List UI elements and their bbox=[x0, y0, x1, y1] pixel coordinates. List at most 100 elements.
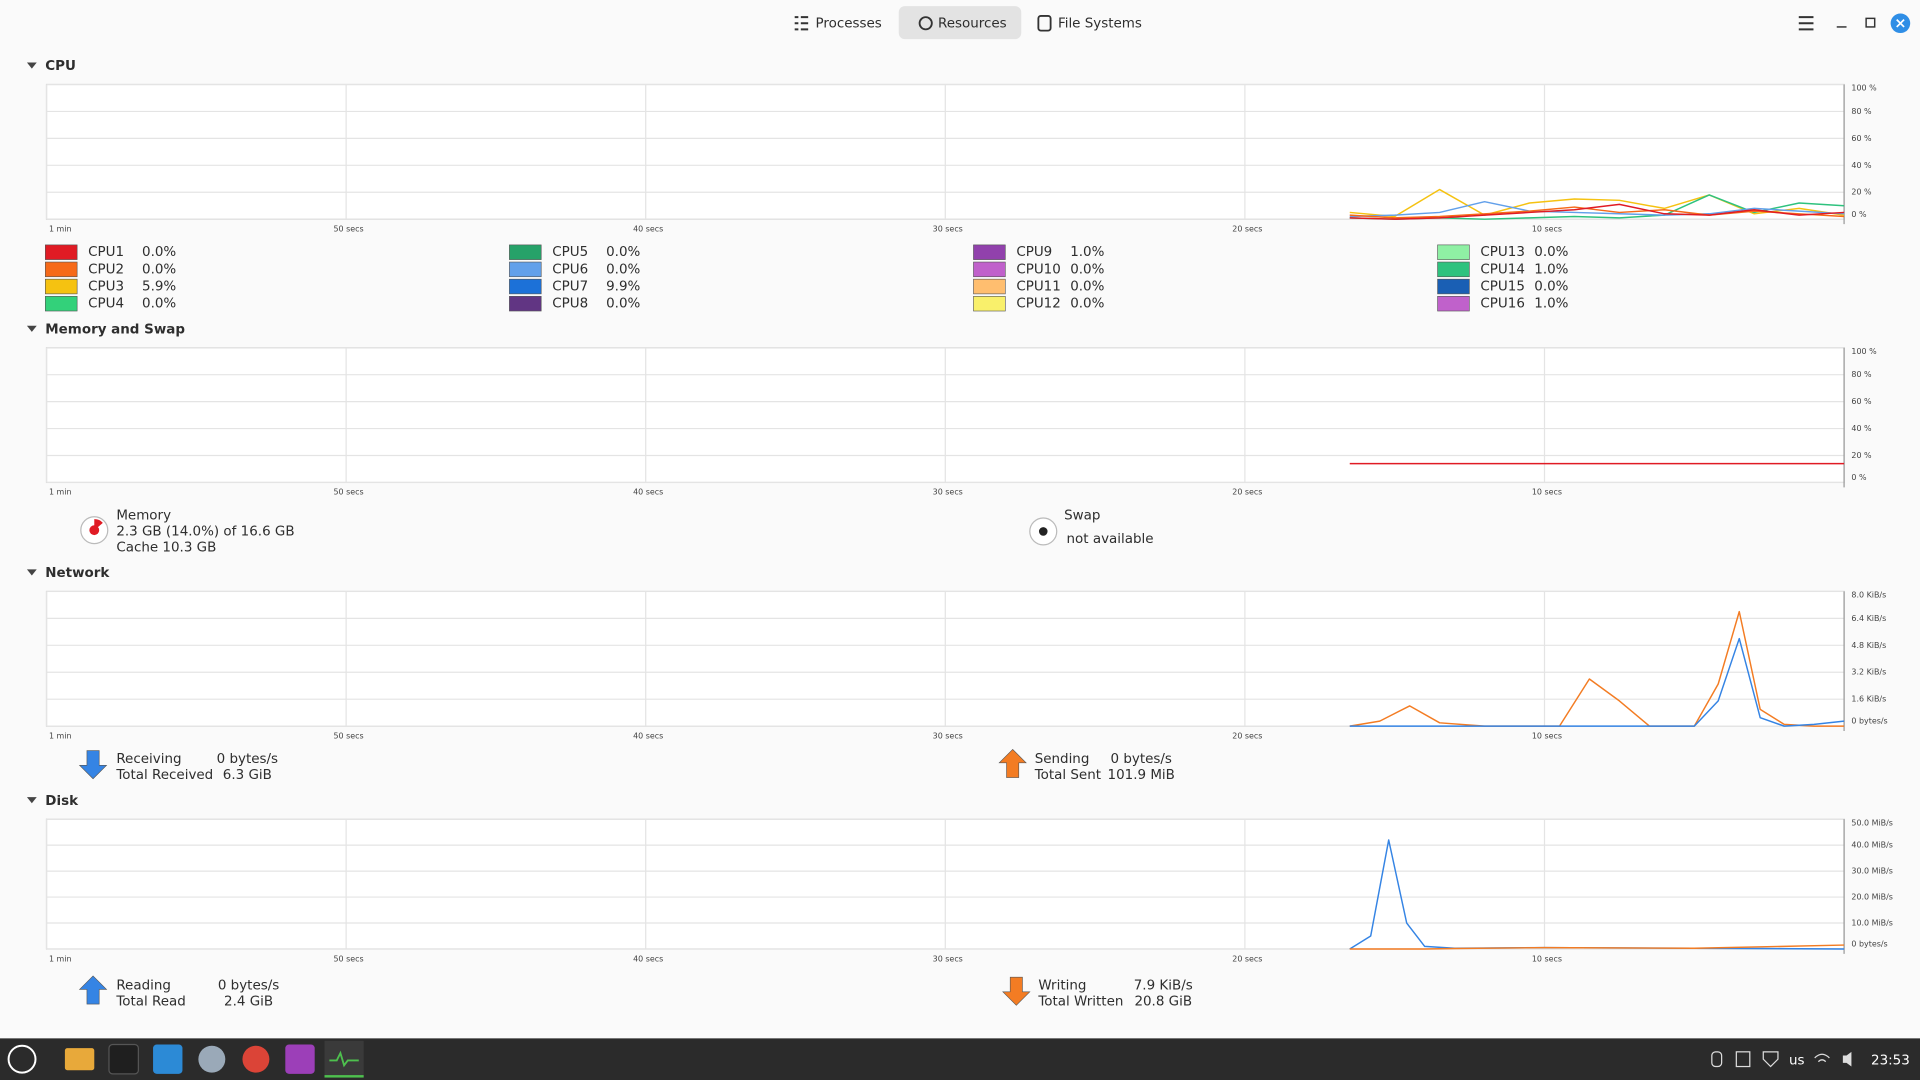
legend-name: CPU7 bbox=[552, 280, 588, 295]
legend-swatch bbox=[973, 244, 1006, 260]
clock[interactable]: 23:53 bbox=[1871, 1053, 1910, 1068]
x-tick-label: 50 secs bbox=[333, 954, 363, 963]
down-arrow bbox=[78, 750, 108, 780]
cpu-legend-item: CPU14 1.0% bbox=[1437, 261, 1569, 278]
legend-value: 0.0% bbox=[606, 245, 640, 260]
collapse-arrow bbox=[26, 62, 37, 69]
close-icon bbox=[1896, 18, 1905, 28]
cpu-legend-item: CPU12 0.0% bbox=[973, 296, 1105, 312]
legend-swatch bbox=[509, 244, 542, 260]
section-title: Disk bbox=[45, 794, 79, 809]
active-indicator bbox=[324, 1075, 364, 1078]
legend-value: 0.0% bbox=[142, 262, 176, 277]
y-tick-label: 0 % bbox=[1851, 210, 1867, 219]
cpu-legend-item: CPU5 0.0% bbox=[509, 244, 641, 260]
maximize-button[interactable] bbox=[1865, 17, 1876, 28]
io-label: Reading bbox=[116, 979, 171, 994]
legend-swatch bbox=[973, 296, 1006, 312]
tab-processes[interactable]: Processes bbox=[794, 16, 882, 31]
y-tick-label: 50.0 MiB/s bbox=[1851, 818, 1893, 827]
taskbar-launchers bbox=[7, 1040, 364, 1078]
tab-label: Resources bbox=[938, 16, 1007, 31]
y-tick-label: 0 bytes/s bbox=[1851, 940, 1887, 949]
x-tick-label: 50 secs bbox=[333, 224, 363, 233]
legend-value: 9.9% bbox=[606, 280, 640, 295]
io-total-label: Total Written bbox=[1037, 995, 1123, 1010]
close-button[interactable] bbox=[1890, 13, 1911, 34]
icon bbox=[794, 16, 809, 31]
active-app-bg bbox=[324, 1040, 364, 1078]
tab-label: Processes bbox=[816, 16, 882, 31]
x-tick-label: 50 secs bbox=[333, 488, 363, 497]
y-tick-label: 8.0 KiB/s bbox=[1851, 591, 1886, 600]
legend-value: 0.0% bbox=[1070, 297, 1104, 312]
x-tick-label: 10 secs bbox=[1532, 488, 1562, 497]
browser-icon[interactable] bbox=[198, 1045, 226, 1073]
y-tick-label: 60 % bbox=[1851, 134, 1872, 143]
legend-value: 0.0% bbox=[1070, 280, 1104, 295]
memory-cache: Cache 10.3 GB bbox=[116, 540, 216, 555]
cpu-legend-item: CPU15 0.0% bbox=[1437, 278, 1569, 295]
legend-value: 1.0% bbox=[1070, 245, 1104, 260]
y-tick-label: 20 % bbox=[1851, 451, 1872, 460]
x-tick-label: 1 min bbox=[49, 224, 72, 233]
x-tick-label: 10 secs bbox=[1532, 731, 1562, 740]
legend-value: 0.0% bbox=[142, 245, 176, 260]
cpu-legend-item: CPU6 0.0% bbox=[509, 261, 641, 277]
section-title: CPU bbox=[45, 59, 76, 74]
legend-name: CPU13 bbox=[1480, 245, 1524, 260]
graph-line bbox=[1349, 944, 1845, 950]
legend-name: CPU3 bbox=[88, 280, 124, 295]
monitor-icon[interactable] bbox=[329, 1050, 359, 1068]
taskbar bbox=[0, 1038, 1920, 1080]
memory-label: Memory bbox=[116, 509, 171, 524]
x-tick-label: 20 secs bbox=[1232, 954, 1262, 963]
legend-value: 0.0% bbox=[142, 297, 176, 312]
legend-swatch bbox=[973, 261, 1006, 278]
io-total: 101.9 MiB bbox=[1108, 768, 1175, 783]
x-tick-label: 20 secs bbox=[1232, 488, 1262, 497]
chrome-icon[interactable] bbox=[242, 1045, 270, 1073]
up-arrow bbox=[998, 748, 1027, 778]
volume-icon[interactable] bbox=[1842, 1051, 1852, 1067]
vscode-icon[interactable] bbox=[153, 1044, 183, 1074]
tab-file-systems[interactable]: File Systems bbox=[1037, 15, 1142, 32]
cpu-legend-item: CPU11 0.0% bbox=[973, 278, 1105, 295]
active-tab-bg bbox=[898, 6, 1022, 40]
cpu-legend-item: CPU1 0.0% bbox=[45, 244, 176, 260]
clipboard-icon[interactable] bbox=[1735, 1051, 1751, 1068]
y-tick-label: 40.0 MiB/s bbox=[1851, 841, 1893, 850]
legend-name: CPU2 bbox=[88, 262, 124, 277]
cpu-legend-item: CPU4 0.0% bbox=[45, 296, 176, 312]
terminal-icon[interactable] bbox=[108, 1043, 139, 1075]
menu-button[interactable] bbox=[1798, 16, 1814, 31]
legend-name: CPU9 bbox=[1016, 245, 1052, 260]
x-tick-label: 1 min bbox=[49, 488, 72, 497]
wifi-icon[interactable] bbox=[1814, 1053, 1830, 1063]
files-icon[interactable] bbox=[64, 1048, 95, 1071]
bluetooth-icon[interactable] bbox=[1711, 1051, 1723, 1068]
tab-resources[interactable]: Resources bbox=[918, 16, 1007, 31]
y-tick-label: 100 % bbox=[1851, 347, 1877, 356]
x-tick-label: 30 secs bbox=[933, 224, 963, 233]
legend-swatch bbox=[509, 278, 542, 295]
y-tick-label: 3.2 KiB/s bbox=[1851, 668, 1886, 677]
graph-line bbox=[1349, 637, 1845, 727]
x-tick-label: 10 secs bbox=[1532, 224, 1562, 233]
io-rate: 0 bytes/s bbox=[217, 752, 278, 767]
shield-icon[interactable] bbox=[1762, 1051, 1779, 1068]
y-tick-label: 0 % bbox=[1851, 473, 1867, 482]
y-tick-label: 10.0 MiB/s bbox=[1851, 919, 1893, 928]
x-tick-label: 1 min bbox=[49, 954, 72, 963]
legend-swatch bbox=[1437, 261, 1470, 278]
legend-name: CPU14 bbox=[1480, 262, 1524, 277]
x-tick-label: 40 secs bbox=[633, 224, 663, 233]
yandex-icon[interactable] bbox=[285, 1044, 315, 1074]
y-tick-label: 100 % bbox=[1851, 84, 1877, 93]
menu-icon[interactable] bbox=[7, 1044, 37, 1074]
keyboard-layout[interactable]: us bbox=[1789, 1053, 1805, 1068]
legend-swatch bbox=[1437, 296, 1470, 312]
io-total-label: Total Sent bbox=[1034, 768, 1101, 783]
swap-status: not available bbox=[1067, 532, 1154, 547]
io-total: 20.8 GiB bbox=[1134, 995, 1192, 1010]
